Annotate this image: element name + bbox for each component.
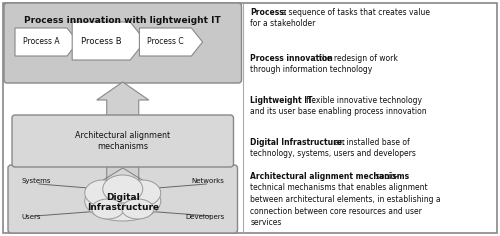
Text: Architectural alignment
mechanisms: Architectural alignment mechanisms (75, 131, 170, 152)
Polygon shape (97, 166, 149, 184)
Text: through information technology: through information technology (250, 66, 373, 75)
Ellipse shape (103, 175, 143, 203)
Text: Process innovation: Process innovation (250, 54, 333, 63)
Text: Infrastructure: Infrastructure (86, 203, 159, 212)
Text: Users: Users (21, 214, 40, 220)
Text: Process C: Process C (147, 38, 184, 46)
Text: Process innovation with lightweight IT: Process innovation with lightweight IT (24, 16, 221, 25)
Text: services: services (250, 218, 282, 227)
FancyBboxPatch shape (8, 165, 237, 233)
Text: an installed base of: an installed base of (332, 138, 410, 147)
Text: Process B: Process B (81, 37, 122, 46)
Text: : the redesign of work: : the redesign of work (314, 54, 398, 63)
Ellipse shape (85, 181, 161, 221)
Text: for a stakeholder: for a stakeholder (250, 20, 316, 29)
Ellipse shape (85, 180, 121, 206)
Ellipse shape (122, 199, 154, 219)
Text: Systems: Systems (21, 178, 50, 184)
FancyBboxPatch shape (4, 3, 242, 83)
Ellipse shape (125, 180, 161, 206)
Polygon shape (97, 82, 149, 118)
Text: Digital Infrastructure:: Digital Infrastructure: (250, 138, 346, 147)
Text: Lightweight IT:: Lightweight IT: (250, 96, 316, 105)
Text: a sequence of tasks that creates value: a sequence of tasks that creates value (279, 8, 430, 17)
Polygon shape (15, 28, 78, 56)
Text: technology, systems, users and developers: technology, systems, users and developer… (250, 149, 416, 159)
Text: Digital: Digital (106, 193, 140, 202)
FancyBboxPatch shape (12, 115, 234, 167)
Text: Process A: Process A (22, 38, 60, 46)
Text: : socio-: : socio- (371, 172, 398, 181)
FancyBboxPatch shape (3, 3, 497, 233)
Polygon shape (72, 22, 146, 60)
Text: flexible innovative technology: flexible innovative technology (304, 96, 422, 105)
Text: connection between core resources and user: connection between core resources and us… (250, 206, 422, 215)
Text: technical mechanisms that enables alignment: technical mechanisms that enables alignm… (250, 184, 428, 193)
Polygon shape (140, 28, 202, 56)
Text: Developers: Developers (185, 214, 224, 220)
Text: and its user base enabling process innovation: and its user base enabling process innov… (250, 108, 427, 117)
Text: between architectural elements, in establishing a: between architectural elements, in estab… (250, 195, 441, 204)
Text: Networks: Networks (192, 178, 224, 184)
Text: Architectural alignment mechanisms: Architectural alignment mechanisms (250, 172, 410, 181)
Ellipse shape (92, 199, 124, 219)
Text: Process:: Process: (250, 8, 288, 17)
